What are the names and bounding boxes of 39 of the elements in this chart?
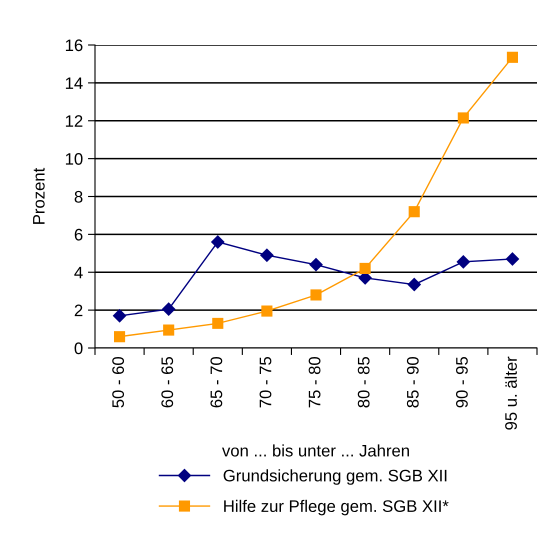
y-tick-label: 6	[74, 228, 82, 241]
point	[506, 52, 518, 63]
point	[112, 309, 126, 322]
point	[408, 206, 420, 218]
y-tick-label: 2	[74, 304, 82, 316]
x-tick-label: 75 - 80	[308, 356, 320, 408]
point	[162, 302, 176, 316]
x-tick-label: 85 - 90	[406, 356, 419, 408]
point	[360, 262, 371, 274]
x-tick-label: 65 - 70	[210, 356, 222, 408]
x-tick-label: 95 u. älter	[504, 356, 517, 430]
legend-label: Grundsicherung gem. SGB XII	[224, 469, 446, 485]
y-tick-label: 10	[66, 153, 83, 165]
x-tick-label: 90 - 95	[456, 357, 468, 408]
y-axis-title: Prozent	[33, 168, 45, 224]
y-tick-label: 16	[66, 39, 82, 52]
x-tick-label: 60 - 65	[161, 357, 174, 408]
point	[506, 252, 520, 266]
point	[212, 318, 224, 329]
point	[310, 289, 322, 301]
point	[458, 112, 469, 124]
point	[211, 235, 224, 249]
point	[260, 248, 274, 262]
point	[456, 255, 470, 268]
y-tick-label: 8	[74, 190, 82, 203]
legend-label: Hilfe zur Pflege gem. SGB XII*	[224, 500, 449, 516]
x-tick-label: 80 - 85	[358, 357, 370, 408]
point	[114, 331, 126, 342]
y-tick-label: 4	[74, 266, 83, 278]
y-tick-label: 0	[74, 342, 83, 354]
point	[163, 324, 174, 336]
y-tick-label: 12	[66, 115, 82, 127]
x-tick-label: 50 - 60	[112, 356, 124, 408]
y-tick-label: 14	[66, 77, 83, 89]
x-tick-label: 70 - 75	[260, 357, 272, 408]
x-axis-title: von ... bis unter ... Jahren	[222, 444, 409, 457]
point	[261, 306, 272, 317]
point	[408, 278, 421, 292]
point	[309, 258, 323, 272]
